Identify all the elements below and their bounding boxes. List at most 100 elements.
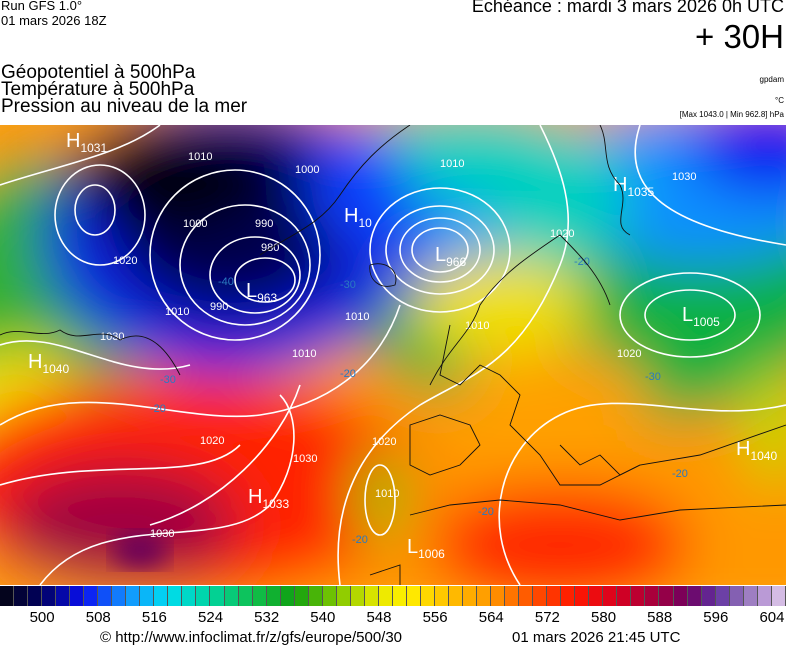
isobar-label: 1010 <box>165 306 189 318</box>
colorbar-swatch <box>701 586 716 606</box>
colorbar-tick-label: 540 <box>310 609 336 626</box>
colorbar-swatch <box>294 586 309 606</box>
geopotential-field <box>0 125 786 585</box>
isobar-label: 1010 <box>292 348 316 360</box>
colorbar-tick-label: 604 <box>759 609 785 626</box>
pressure-center-high: H10 <box>344 205 372 230</box>
colorbar-swatch <box>266 586 281 606</box>
colorbar-swatch <box>196 586 211 606</box>
colorbar-labels: 500 508 516 524 532 540 548 556 564 572 580 588 596 6… <box>0 609 786 627</box>
pressure-center-low: L1005 <box>682 304 720 329</box>
colorbar-swatch <box>631 586 646 606</box>
isobar-label: 1020 <box>617 348 641 360</box>
pressure-centers: H1031 L963 H10 L966 H1035 L1005 H1040 H1… <box>28 130 777 561</box>
colorbar-swatch <box>715 586 730 606</box>
generated-time: 01 mars 2026 21:45 UTC <box>512 629 681 646</box>
temperature-label: -20 <box>352 534 368 546</box>
isobar-label: 1000 <box>183 218 207 230</box>
colorbar-swatch <box>743 586 758 606</box>
run-model: Run GFS 1.0° <box>1 0 83 13</box>
colorbar-swatch <box>420 586 435 606</box>
temperature-label: -20 <box>574 256 590 268</box>
title-temperature: Température à 500hPa <box>1 79 195 100</box>
colorbar-swatch <box>434 586 449 606</box>
isobar-label: 1030 <box>672 171 696 183</box>
colorbar-swatch <box>463 586 478 606</box>
temperature-label: -30 <box>340 279 356 291</box>
pressure-center-high: H1031 <box>66 130 107 155</box>
colorbar <box>0 586 786 606</box>
colorbar-tick-label: 564 <box>478 609 504 626</box>
colorbar-swatch <box>308 586 323 606</box>
colorbar-swatch <box>252 586 267 606</box>
colorbar-swatch <box>182 586 197 606</box>
colorbar-swatch <box>449 586 464 606</box>
colorbar-swatch <box>687 586 702 606</box>
pressure-center-high: H1033 <box>248 486 289 511</box>
colorbar-tick-label: 556 <box>422 609 448 626</box>
colorbar-swatch <box>392 586 407 606</box>
isobars <box>0 125 786 585</box>
temperature-label: -20 <box>150 403 166 415</box>
run-info: Run GFS 1.0° 01 mars 2026 18Z <box>1 0 107 28</box>
run-date: 01 mars 2026 18Z <box>1 13 107 28</box>
unit-temperature: °C <box>775 96 784 105</box>
colorbar-swatch <box>336 586 351 606</box>
colorbar-swatch <box>98 586 113 606</box>
colorbar-swatch <box>729 586 744 606</box>
geopotential-max-area <box>112 532 168 568</box>
temperature-label: -20 <box>340 368 356 380</box>
colorbar-swatch <box>112 586 127 606</box>
colorbar-swatch <box>154 586 169 606</box>
temperature-labels: -40 -30 -30 -20 -30 -20 -20 -20 -20 -20 <box>150 256 688 546</box>
title-pressure: Pression au niveau de la mer <box>1 96 248 117</box>
colorbar-tick-label: 508 <box>85 609 111 626</box>
forecast-valid-time: Echéance : mardi 3 mars 2026 0h UTC <box>471 0 784 16</box>
colorbar-swatch <box>0 586 15 606</box>
title-geopotential: Géopotentiel à 500hPa <box>1 62 196 83</box>
colorbar-tick-label: 524 <box>198 609 224 626</box>
isobar-label: 1000 <box>295 164 319 176</box>
colorbar-swatch <box>561 586 576 606</box>
isobar-label: 1020 <box>550 228 574 240</box>
isobar-label: 1010 <box>375 488 399 500</box>
colorbar-swatch <box>70 586 85 606</box>
colorbar-swatch <box>406 586 421 606</box>
temperature-label: -30 <box>645 371 661 383</box>
isobar-label: 990 <box>255 218 273 230</box>
colorbar-swatch <box>505 586 520 606</box>
colorbar-swatch <box>350 586 365 606</box>
colorbar-swatch <box>378 586 393 606</box>
colorbar-swatch <box>659 586 674 606</box>
colorbar-swatch <box>28 586 43 606</box>
colorbar-swatch <box>757 586 772 606</box>
colorbar-swatch <box>477 586 492 606</box>
pressure-center-low: L963 <box>246 280 277 305</box>
coastlines <box>0 125 786 585</box>
colorbar-tick-label: 532 <box>254 609 280 626</box>
colorbar-swatch <box>575 586 590 606</box>
isobar-label: 1030 <box>150 528 174 540</box>
colorbar-swatch <box>771 586 786 606</box>
colorbar-swatch <box>42 586 57 606</box>
isobar-label: 1030 <box>100 331 124 343</box>
colorbar-tick-label: 596 <box>703 609 729 626</box>
isobar-label: 1020 <box>372 436 396 448</box>
colorbar-tick-label: 516 <box>141 609 167 626</box>
pressure-center-high: H1040 <box>28 351 69 376</box>
isobar-labels: 1010 1000 990 980 990 1000 1010 1020 103… <box>100 151 696 540</box>
colorbar-swatch <box>617 586 632 606</box>
colorbar-swatch <box>140 586 155 606</box>
colorbar-swatch <box>519 586 534 606</box>
colorbar-swatch <box>238 586 253 606</box>
source-url: © http://www.infoclimat.fr/z/gfs/europe/… <box>100 629 403 646</box>
colorbar-swatch <box>364 586 379 606</box>
map-svg: H1031 L963 H10 L966 H1035 L1005 H1040 H1… <box>0 125 786 585</box>
colorbar-swatch <box>210 586 225 606</box>
colorbar-swatch <box>603 586 618 606</box>
colorbar-swatch <box>533 586 548 606</box>
colorbar-tick-label: 572 <box>534 609 560 626</box>
colorbar-swatch <box>168 586 183 606</box>
pressure-center-low: L966 <box>435 244 466 269</box>
isobar-label: 1020 <box>200 435 224 447</box>
